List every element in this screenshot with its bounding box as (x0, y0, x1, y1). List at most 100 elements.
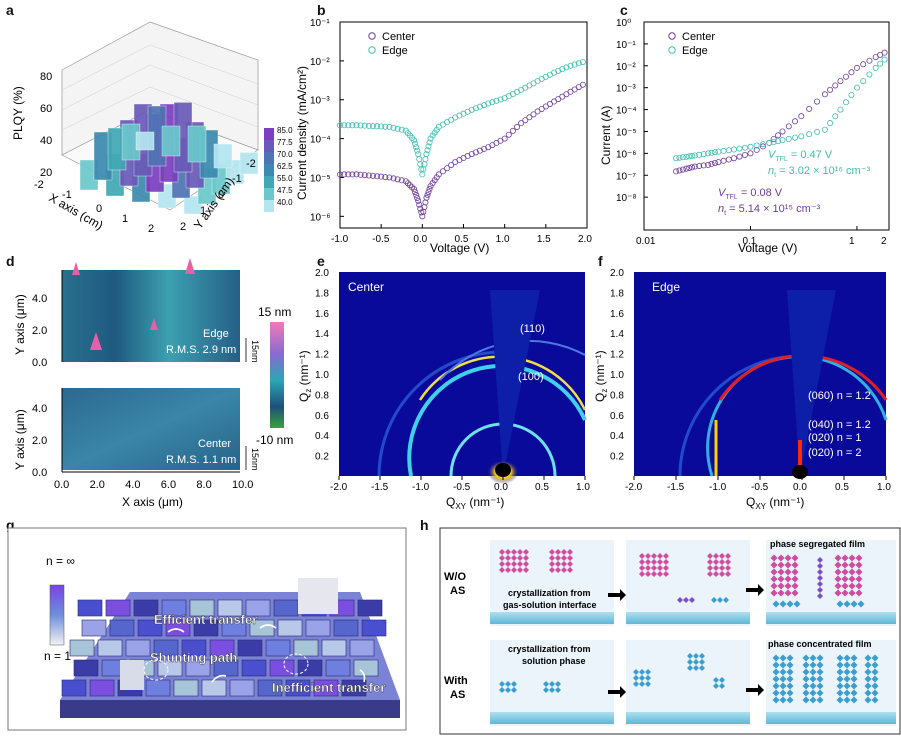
crystal-unit (633, 669, 639, 675)
data-point (785, 135, 792, 142)
crystal-unit (809, 689, 817, 697)
panel-a-z-tick: 20 (40, 167, 52, 179)
data-point (411, 186, 418, 193)
afm-center-label: Center (198, 438, 231, 450)
data-point (394, 125, 401, 132)
gixd-y-tick-label: 0.4 (610, 431, 624, 442)
afm-x-label: X axis (μm) (122, 495, 183, 509)
crystal-unit (855, 561, 863, 569)
data-point (579, 81, 586, 88)
data-point (700, 162, 707, 169)
data-point (345, 122, 352, 129)
panel-letter-e: e (317, 253, 325, 269)
crystal-unit (772, 689, 780, 697)
domain-tile (229, 679, 255, 697)
legend-n-inf: n = ∞ (46, 554, 75, 568)
crystal-unit (645, 675, 651, 681)
domain-block (298, 578, 338, 614)
panel-letter-h: h (420, 517, 429, 533)
data-point (679, 166, 686, 173)
crystal-unit (855, 589, 863, 597)
crystal-unit (836, 682, 844, 690)
panel-letter-b: b (317, 2, 326, 18)
crystal-unit (639, 675, 645, 681)
crystal-unit (784, 575, 792, 583)
crystal-unit (639, 553, 645, 559)
crystal-unit (707, 565, 713, 571)
label-efficient: Efficient transfer (154, 612, 257, 627)
domain-tile (325, 659, 351, 677)
data-point (404, 180, 411, 187)
data-point (736, 145, 743, 152)
data-point (842, 73, 849, 80)
data-point (860, 61, 867, 68)
crystal-unit (713, 571, 719, 577)
gixd-x-tick-label: -1.0 (709, 482, 727, 493)
data-point (481, 102, 488, 109)
data-point (336, 122, 343, 129)
data-point (390, 124, 397, 131)
h-row2-text-1: crystallization from (508, 644, 591, 654)
panel-a-x-tick: 1 (122, 213, 128, 225)
crystal-unit (523, 561, 529, 567)
crystal-unit (645, 571, 651, 577)
crystal-unit (850, 696, 858, 704)
crystal-unit (857, 600, 865, 608)
h-row1-text-1: crystallization from (508, 588, 591, 598)
panel-b-points (336, 59, 586, 220)
gixd-x-tick-label: 0.5 (535, 482, 549, 493)
panel-letter-g: g (6, 517, 15, 533)
data-point (766, 139, 773, 146)
x-tick-label: 0.01 (636, 236, 656, 247)
crystal-unit (871, 654, 879, 662)
crystal-unit (772, 675, 780, 683)
crystal-unit (843, 682, 851, 690)
crystal-unit (855, 554, 863, 562)
y-tick-label: 10⁻⁶ (616, 149, 637, 160)
data-point (365, 122, 372, 129)
data-point (872, 64, 879, 71)
crystal-unit (834, 575, 842, 583)
crystal-unit (499, 561, 505, 567)
crystal-unit (816, 696, 824, 704)
afm-center-map (62, 388, 240, 470)
crystal-unit (699, 653, 705, 659)
data-point (349, 171, 356, 178)
crystal-unit (683, 597, 689, 603)
panel-e-y-label: Qz (nm⁻¹) (297, 350, 313, 402)
gixd-y-tick-label: 1.0 (610, 370, 624, 381)
gixd-x-tick-label: -2.0 (330, 482, 348, 493)
h-arrows (608, 584, 764, 698)
panel-c-center-nt: nt = 5.14 × 10¹⁵ cm⁻³ (718, 203, 821, 217)
gixd-x-tick-label: -1.5 (667, 482, 685, 493)
data-point (382, 174, 389, 181)
panel-a-colorbar: 85.0 77.5 70.0 62.5 55.0 47.5 40.0 (264, 126, 293, 212)
panel-c-ticks: 0.01 0.1 1 2 10⁰ 10⁻¹ 10⁻² 10⁻³ 10⁻⁴ 10⁻⁵ 10⁻⁶ 10⁻⁷… (616, 18, 890, 247)
crystal-unit (561, 561, 567, 567)
data-point (720, 157, 727, 164)
gixd-center-110: (110) (520, 323, 545, 335)
gixd-x-tick-label: -2.0 (625, 482, 643, 493)
y-tick-label: 10⁻¹ (616, 40, 636, 51)
data-point (806, 105, 813, 112)
data-point (505, 131, 512, 138)
crystal-unit (802, 654, 810, 662)
domain-tile (137, 619, 163, 637)
y-tick-label: 10⁻³ (616, 84, 636, 95)
crystal-unit (848, 589, 856, 597)
h-row2-label-1: With (444, 675, 468, 687)
crystal-unit (809, 675, 817, 683)
gixd-y-tick-label: 1.4 (610, 329, 624, 340)
data-point (369, 123, 376, 130)
domain-tile (341, 679, 367, 697)
data-point (341, 171, 348, 178)
crystal-unit (549, 549, 555, 555)
data-point (683, 165, 690, 172)
panel-b-legend-edge: Edge (382, 45, 408, 57)
panel-f-y-label: Qz (nm⁻¹) (593, 350, 609, 402)
domain-tile (105, 599, 131, 617)
panel-c-edge-vtfl: VTFL = 0.47 V (768, 149, 833, 163)
crystal-unit (836, 689, 844, 697)
data-point (842, 99, 849, 106)
crystal-unit (687, 665, 693, 671)
